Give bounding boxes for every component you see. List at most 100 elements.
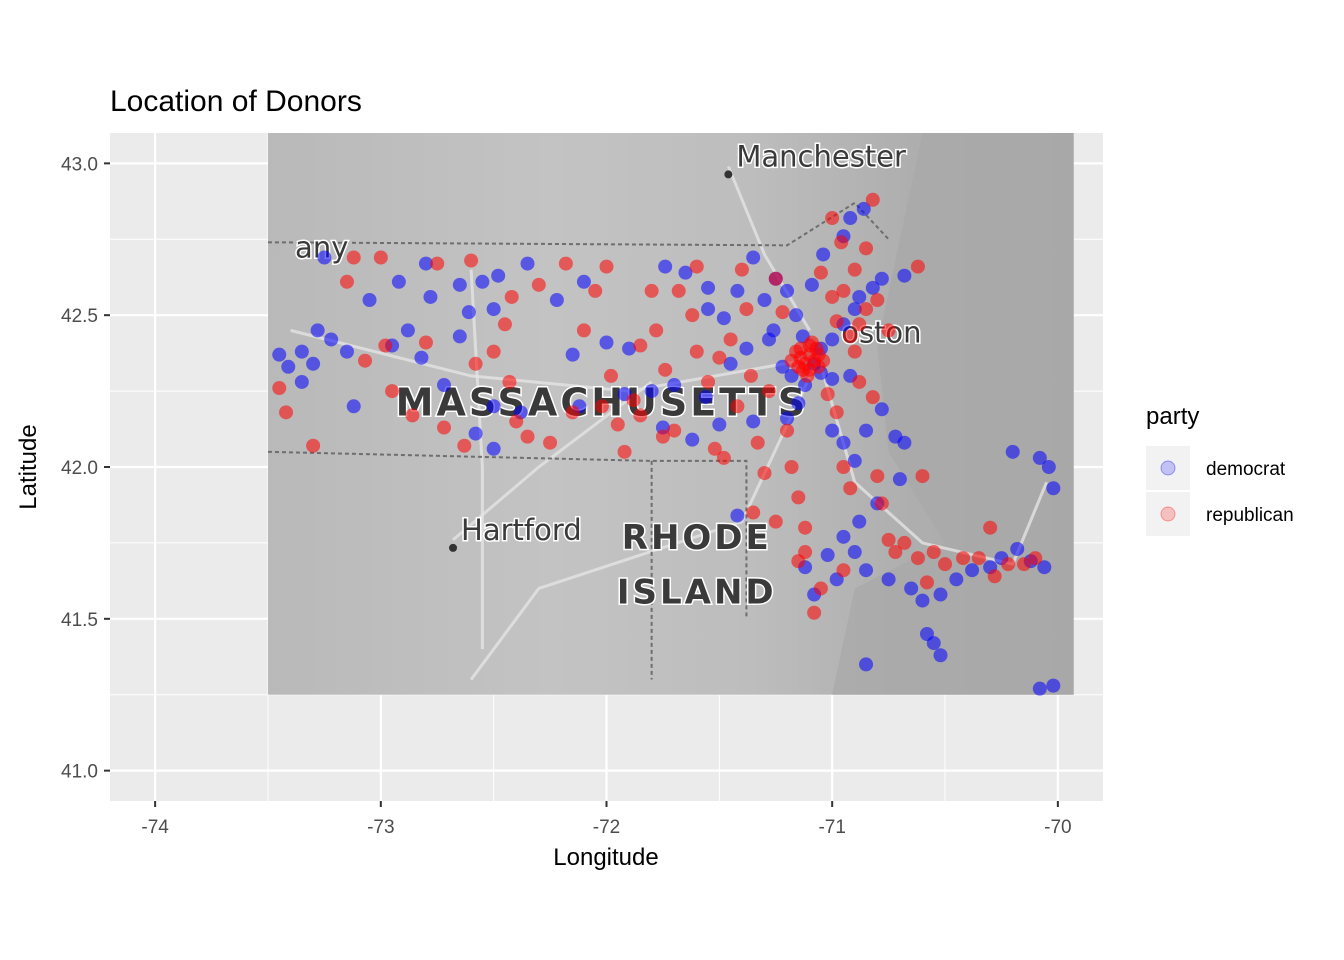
republican-donor-point xyxy=(712,350,727,365)
democrat-donor-point xyxy=(865,280,880,295)
democrat-donor-point xyxy=(414,350,429,365)
republican-donor-point xyxy=(339,274,354,289)
democrat-donor-point xyxy=(897,435,912,450)
democrat-donor-point xyxy=(965,563,980,578)
republican-donor-point xyxy=(689,259,704,274)
democrat-donor-point xyxy=(712,417,727,432)
republican-donor-point xyxy=(464,253,479,268)
republican-donor-point xyxy=(987,569,1002,584)
democrat-donor-point xyxy=(825,371,840,386)
republican-donor-point xyxy=(594,399,609,414)
democrat-donor-point xyxy=(622,341,637,356)
republican-donor-point xyxy=(852,317,867,332)
democrat-donor-point xyxy=(820,548,835,563)
basemap-label: Manchester xyxy=(736,139,906,173)
democrat-donor-point xyxy=(667,378,682,393)
democrat-donor-point xyxy=(685,432,700,447)
democrat-donor-point xyxy=(730,508,745,523)
democrat-donor-point xyxy=(423,289,438,304)
democrat-donor-point xyxy=(816,247,831,262)
republican-donor-point xyxy=(825,289,840,304)
republican-donor-point xyxy=(358,353,373,368)
democrat-donor-point xyxy=(549,293,564,307)
republican-donor-point xyxy=(509,414,524,429)
republican-donor-point xyxy=(843,329,858,344)
democrat-donor-point xyxy=(294,374,309,389)
x-axis-title: Longitude xyxy=(553,844,658,871)
democrat-donor-point xyxy=(915,593,930,608)
democrat-donor-point xyxy=(576,274,591,289)
republican-donor-point xyxy=(558,256,573,271)
y-tick-label: 42.5 xyxy=(61,306,98,327)
republican-donor-point xyxy=(520,429,535,444)
democrat-donor-point xyxy=(716,311,731,326)
donor-points xyxy=(272,192,1061,696)
democrat-donor-point xyxy=(825,332,840,347)
democrat-donor-point xyxy=(723,356,738,371)
democrat-donor-point xyxy=(1046,481,1061,496)
republican-donor-point xyxy=(633,408,648,423)
republican-donor-point xyxy=(543,435,558,450)
democrat-donor-point xyxy=(644,384,659,399)
republican-donor-point xyxy=(910,259,925,274)
republican-donor-point xyxy=(784,460,799,474)
basemap-road xyxy=(726,165,811,332)
republican-donor-point xyxy=(859,241,874,256)
republican-donor-point xyxy=(829,314,844,329)
democrat-donor-point xyxy=(486,399,501,414)
democrat-donor-point xyxy=(272,347,287,362)
democrat-donor-point xyxy=(701,280,716,295)
republican-donor-point xyxy=(847,344,862,359)
republican-donor-point xyxy=(768,271,783,286)
republican-donor-point xyxy=(836,460,851,474)
legend-label-republican: republican xyxy=(1206,505,1294,526)
y-axis-title: Latitude xyxy=(15,424,42,509)
republican-donor-point xyxy=(378,338,393,353)
basemap-city-marker xyxy=(724,170,733,179)
democrat-donor-point xyxy=(856,201,871,216)
democrat-donor-point xyxy=(294,344,309,359)
x-tick-label: -70 xyxy=(1044,817,1071,838)
republican-donor-point xyxy=(820,387,835,402)
democrat-donor-point xyxy=(847,545,862,560)
republican-donor-point xyxy=(468,356,483,371)
democrat-donor-point xyxy=(933,587,948,602)
republican-donor-point xyxy=(881,532,896,547)
republican-donor-point xyxy=(807,605,822,620)
republican-donor-point xyxy=(430,256,445,271)
republican-donor-point xyxy=(775,305,790,320)
democrat-donor-point xyxy=(400,323,415,338)
legend-label-democrat: democrat xyxy=(1206,459,1286,480)
republican-donor-point xyxy=(852,374,867,389)
democrat-donor-point xyxy=(949,572,964,587)
democrat-donor-point xyxy=(306,356,321,371)
republican-donor-point xyxy=(791,359,806,374)
democrat-donor-point xyxy=(310,323,325,338)
democrat-donor-point xyxy=(874,402,889,417)
basemap-border xyxy=(267,450,748,619)
republican-donor-point xyxy=(626,393,641,408)
democrat-donor-point xyxy=(1041,460,1056,474)
democrat-donor-point xyxy=(1032,450,1047,465)
democrat-donor-point xyxy=(391,274,406,289)
republican-donor-point xyxy=(272,381,287,396)
republican-donor-point xyxy=(1017,557,1032,572)
republican-donor-point xyxy=(633,338,648,353)
republican-donor-point xyxy=(983,520,998,535)
republican-donor-point xyxy=(707,441,722,456)
y-tick-label: 43.0 xyxy=(61,154,98,175)
basemap-city-marker xyxy=(449,543,458,552)
democrat-donor-point xyxy=(847,302,862,317)
republican-donor-point xyxy=(761,384,776,399)
democrat-donor-point xyxy=(757,293,772,307)
democrat-donor-point xyxy=(437,378,452,393)
republican-donor-point xyxy=(306,438,321,453)
republican-donor-point xyxy=(716,450,731,465)
democrat-donor-point xyxy=(852,289,867,304)
basemap-label: Hartford xyxy=(461,513,582,547)
democrat-donor-point xyxy=(847,453,862,468)
democrat-donor-point xyxy=(804,277,819,292)
democrat-donor-point xyxy=(461,305,476,320)
republican-donor-point xyxy=(531,277,546,292)
republican-donor-point xyxy=(373,250,388,265)
